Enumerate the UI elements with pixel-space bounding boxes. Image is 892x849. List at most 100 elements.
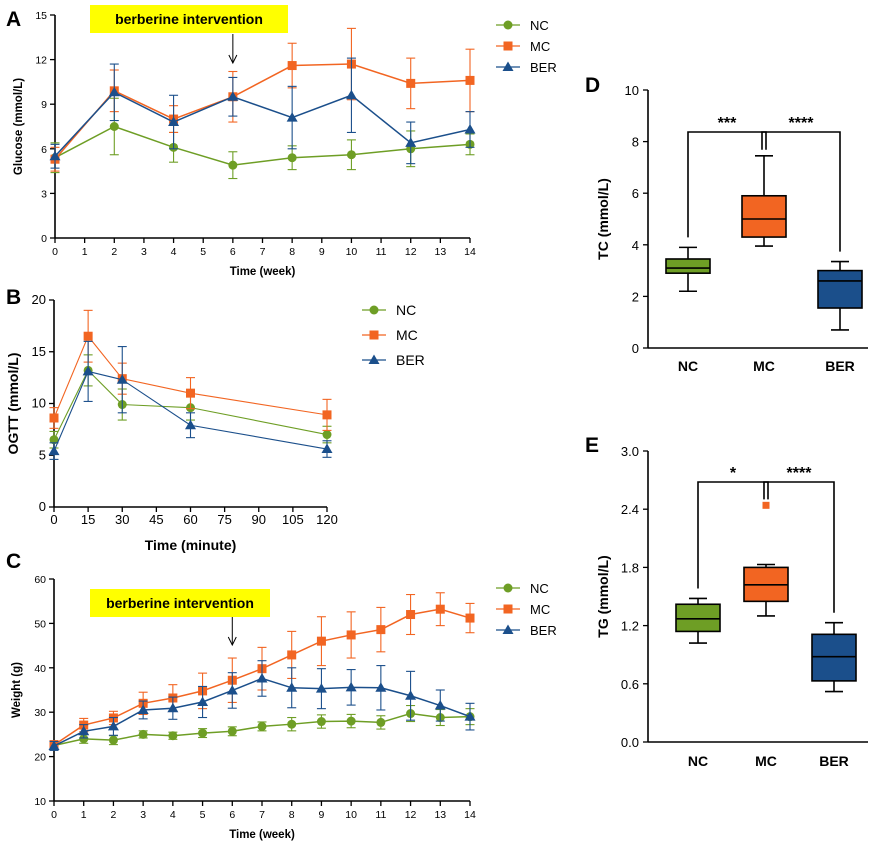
intervention-label-a: berberine intervention: [115, 11, 263, 27]
data-point-mc-c: [287, 650, 297, 660]
series-line-mc-a: [54, 63, 471, 160]
y-axis-label-b: OGTT (mmol/L): [5, 353, 21, 455]
data-point-ber-a: [345, 89, 357, 100]
box-nc-e: [675, 597, 721, 644]
x-tick-label-c: 13: [434, 809, 446, 821]
legend-marker-mc-b: [369, 330, 379, 340]
y-axis-label-d: TC (mmol/L): [595, 178, 611, 260]
x-tick-label-c: 12: [405, 809, 417, 821]
data-point-ber-c: [137, 704, 149, 714]
box-mc-d: [741, 154, 787, 247]
chart-panel-e: 0.00.61.21.82.43.0TG (mmol/L)NC MC BER* ***…: [595, 444, 868, 769]
series-ber-b: [48, 340, 333, 460]
data-point-mc-a: [406, 78, 416, 88]
x-category-label-mc-e: MC: [755, 753, 777, 769]
x-tick-label-a: 12: [405, 246, 417, 258]
data-point-nc-a: [109, 122, 119, 131]
box-nc-d: [665, 246, 711, 293]
significance-label-nc-mc-e: *: [730, 465, 737, 482]
legend-label-nc-a: NC: [530, 18, 549, 33]
data-point-nc-c: [79, 734, 89, 744]
legend-marker-ber-b: [368, 354, 380, 364]
data-point-nc-c: [138, 729, 148, 739]
data-point-ber-a: [108, 86, 120, 97]
x-tick-label-b: 75: [217, 512, 231, 527]
data-point-nc-c: [108, 735, 118, 745]
data-point-nc-c: [198, 728, 208, 738]
significance-bracket-mc-ber-d: [761, 131, 841, 252]
x-tick-label-c: 14: [464, 809, 476, 821]
data-point-mc-c: [435, 604, 445, 614]
y-tick-label-d: 8: [632, 135, 639, 150]
x-tick-label-a: 13: [435, 246, 447, 258]
y-tick-label-b: 0: [39, 499, 46, 514]
box-iqr-ber-e: [811, 633, 857, 682]
data-point-ber-a: [227, 91, 239, 101]
box-mc-e: [743, 501, 789, 617]
data-point-nc-b: [322, 430, 332, 440]
significance-label-mc-ber-e: ****: [787, 465, 813, 482]
y-tick-label-a: 12: [35, 55, 47, 67]
y-tick-label-d: 10: [625, 83, 639, 98]
y-tick-label-c: 20: [34, 752, 46, 764]
x-category-label-mc-d: MC: [753, 358, 775, 374]
legend-label-ber-b: BER: [396, 352, 425, 368]
significance-bracket-nc-mc-d: [687, 131, 767, 238]
data-point-nc-c: [257, 721, 267, 731]
x-tick-label-c: 9: [319, 809, 325, 821]
x-tick-label-a: 5: [200, 246, 206, 258]
box-iqr-nc-d: [665, 258, 711, 274]
data-point-mc-b: [49, 413, 59, 423]
data-point-ber-c: [434, 700, 446, 710]
legend-marker-mc-c: [503, 604, 513, 614]
y-tick-label-d: 6: [632, 186, 639, 201]
panel-label-d: D: [585, 74, 600, 97]
y-tick-label-c: 10: [34, 796, 46, 808]
x-tick-label-a: 8: [289, 246, 295, 258]
significance-label-mc-ber-d: ****: [789, 115, 815, 132]
legend-label-ber-a: BER: [530, 60, 557, 75]
x-tick-label-a: 9: [319, 246, 325, 258]
data-point-ber-c: [464, 711, 476, 721]
x-tick-label-c: 1: [81, 809, 87, 821]
data-point-mc-c: [346, 630, 356, 640]
data-point-nc-c: [316, 717, 326, 727]
panel-label-c: C: [6, 550, 21, 573]
data-point-mc-a: [287, 61, 297, 71]
y-tick-label-e: 0.0: [621, 735, 639, 750]
x-tick-label-a: 1: [82, 246, 88, 258]
x-axis-label-a: Time (week): [230, 266, 296, 278]
x-tick-label-b: 0: [50, 512, 57, 527]
intervention-banner-a: [90, 5, 288, 33]
data-point-ber-c: [226, 684, 238, 695]
legend-marker-ber-a: [502, 61, 514, 71]
data-point-ber-a: [286, 112, 298, 122]
x-tick-label-c: 0: [51, 809, 57, 821]
y-tick-label-d: 4: [632, 238, 639, 253]
x-tick-label-a: 0: [52, 246, 58, 258]
data-point-nc-c: [227, 726, 237, 736]
legend-marker-nc-b: [369, 305, 379, 315]
x-tick-label-a: 3: [141, 246, 147, 258]
x-tick-label-c: 3: [140, 809, 146, 821]
data-point-mc-b: [186, 388, 195, 398]
intervention-arrowhead-a: [228, 54, 238, 65]
significance-bracket-mc-ber-e: [763, 481, 835, 613]
y-tick-label-e: 1.8: [621, 560, 639, 575]
data-point-ber-c: [315, 683, 327, 693]
y-tick-label-a: 0: [41, 233, 47, 245]
x-category-label-nc-e: NC: [688, 753, 708, 769]
series-ber-a: [49, 57, 476, 169]
data-point-ber-a: [168, 116, 180, 127]
x-tick-label-a: 10: [346, 246, 358, 258]
x-tick-label-c: 5: [200, 809, 206, 821]
x-tick-label-a: 4: [171, 246, 177, 258]
x-tick-label-b: 120: [316, 512, 338, 527]
intervention-label-c: berberine intervention: [106, 595, 254, 611]
data-point-nc-c: [168, 731, 178, 741]
data-point-nc-a: [228, 160, 238, 170]
data-point-mc-b: [322, 410, 332, 420]
